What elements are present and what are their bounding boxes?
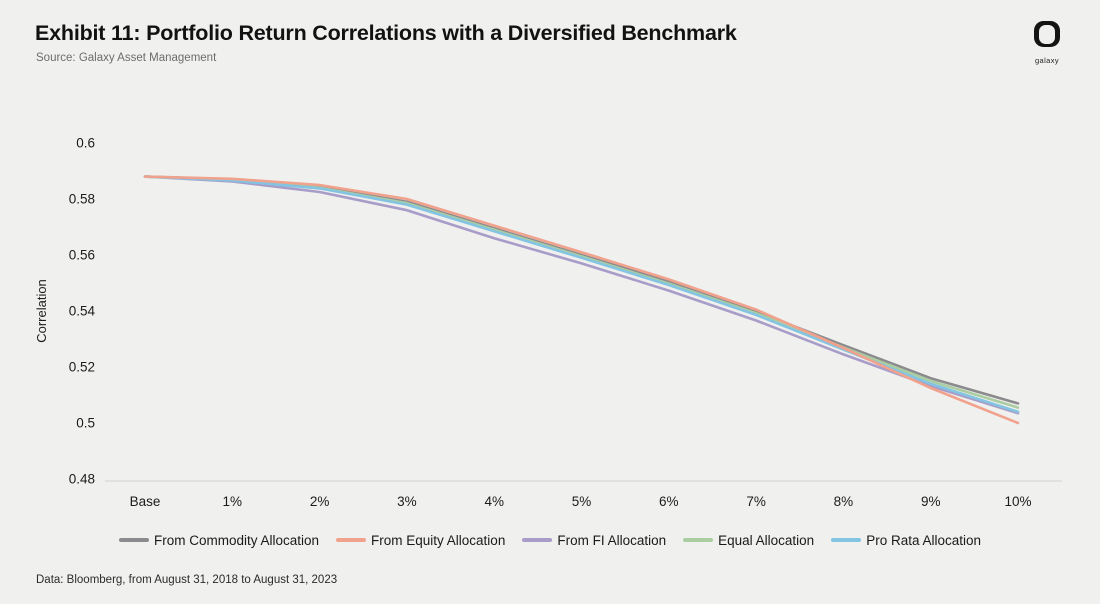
y-tick-label: 0.54 [69,304,96,319]
x-tick-label: Base [130,494,161,509]
x-tick-label: 8% [834,494,854,509]
galaxy-logo: galaxy [1027,20,1067,65]
y-tick-label: 0.48 [69,472,95,487]
x-tick-label: 3% [397,494,417,509]
x-tick-label: 4% [484,494,504,509]
legend-swatch-from-commodity-allocation [118,538,149,542]
y-tick-label: 0.52 [69,360,95,375]
series-line-from-commodity-allocation [143,175,1020,405]
y-axis-ticks: 0.6 0.58 0.56 0.54 0.52 0.5 0.48 [69,136,96,487]
legend-label-from-fi-allocation: From FI Allocation [557,532,667,548]
series-line-from-fi-allocation [143,175,1020,415]
legend-item-equal-allocation: Equal Allocation [683,533,814,548]
legend-item-pro-rata-allocation: Pro Rata Allocation [831,533,981,548]
series-line-pro-rata-allocation [143,175,1020,414]
data-note: Data: Bloomberg, from August 31, 2018 to… [36,574,338,586]
series-line-equal-allocation [143,175,1020,409]
legend-label-equal-allocation: Equal Allocation [718,532,815,548]
x-tick-label: 5% [572,494,592,509]
x-tick-label: 2% [310,494,330,509]
x-tick-label: 7% [746,494,766,509]
source-caption: Source: Galaxy Asset Management [36,52,217,64]
legend-swatch-from-equity-allocation [336,538,367,542]
legend-swatch-from-fi-allocation [522,538,553,542]
y-tick-label: 0.5 [76,416,95,431]
y-tick-label: 0.56 [69,248,95,263]
y-tick-label: 0.58 [69,192,95,207]
x-tick-label: 10% [1004,494,1031,509]
legend-item-from-commodity-allocation: From Commodity Allocation [118,532,320,548]
galaxy-helmet-icon [1033,20,1061,53]
series-line-from-equity-allocation [143,175,1020,425]
y-axis-title: Correlation [34,279,49,343]
x-tick-label: 9% [921,494,941,509]
legend-swatch-equal-allocation [683,538,714,542]
x-tick-label: 6% [659,494,679,509]
legend-label-pro-rata-allocation: Pro Rata Allocation [866,532,982,548]
legend-item-from-equity-allocation: From Equity Allocation [336,533,505,548]
legend-label-from-commodity-allocation: From Commodity Allocation [153,532,320,548]
page-title: Exhibit 11: Portfolio Return Correlation… [35,21,737,45]
legend-swatch-pro-rata-allocation [831,538,862,542]
galaxy-logo-text: galaxy [1034,56,1060,65]
x-axis-ticks: Base 1% 2% 3% 4% 5% 6% 7% 8% 9% 10% [130,494,1032,509]
legend-item-from-fi-allocation: From FI Allocation [522,533,666,548]
x-tick-label: 1% [223,494,243,509]
y-tick-label: 0.6 [76,136,95,151]
legend-label-from-equity-allocation: From Equity Allocation [371,532,506,548]
chart-legend: From Commodity Allocation From Equity All… [0,530,1100,550]
